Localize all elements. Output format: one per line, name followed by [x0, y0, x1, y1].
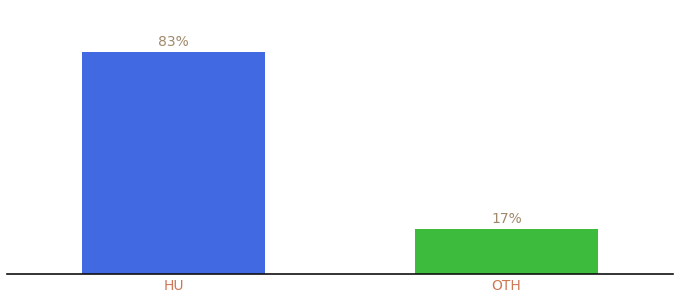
Bar: [82, 52, 265, 274]
Text: 83%: 83%: [158, 35, 189, 49]
Text: 17%: 17%: [491, 212, 522, 226]
Bar: [415, 229, 598, 274]
